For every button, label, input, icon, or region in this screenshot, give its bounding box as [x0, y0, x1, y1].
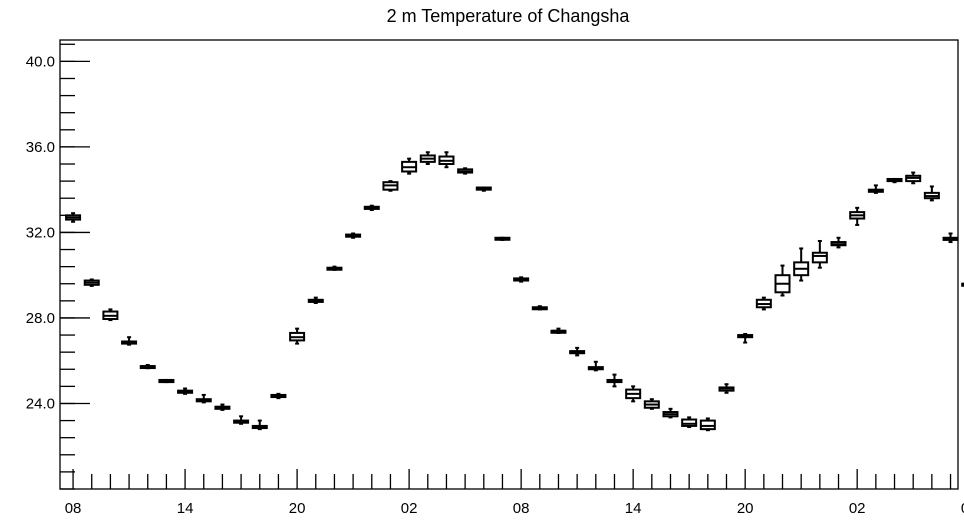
- box-plot: [326, 265, 343, 271]
- iqr-box: [681, 418, 698, 427]
- box-plot: [625, 385, 642, 403]
- box-plot: [811, 239, 828, 269]
- box-plot: [289, 327, 306, 345]
- box-plot: [531, 305, 548, 311]
- box-plot: [475, 186, 492, 192]
- box-plot: [345, 232, 362, 239]
- box-plot: [867, 184, 884, 194]
- y-tick-label: 28.0: [26, 310, 55, 327]
- box-plot: [569, 346, 586, 357]
- x-tick-label: 20: [289, 500, 306, 517]
- box-plot: [718, 383, 735, 394]
- box-plot: [438, 151, 455, 169]
- box-plot: [774, 264, 791, 297]
- box-plot: [961, 282, 964, 287]
- x-tick-label: 02: [401, 500, 418, 517]
- y-tick-label: 40.0: [26, 53, 55, 70]
- box-plot: [233, 415, 250, 425]
- box-plot: [457, 167, 474, 175]
- chart-title: 2 m Temperature of Changsha: [387, 6, 631, 26]
- x-tick-label: 14: [625, 500, 642, 517]
- box-plot: [363, 204, 380, 211]
- box-plot: [214, 403, 231, 411]
- box-plot: [662, 407, 679, 419]
- x-tick-label: 08: [961, 500, 964, 517]
- box-plot: [849, 206, 866, 226]
- axis-ticks: [60, 43, 952, 490]
- box-plot: [755, 296, 772, 311]
- x-tick-label: 02: [849, 500, 866, 517]
- box-plot: [830, 236, 847, 249]
- x-tick-label: 08: [513, 500, 530, 517]
- box-plot: [643, 398, 660, 410]
- box-plot: [65, 212, 82, 223]
- box-plot: [793, 247, 810, 282]
- box-plot: [139, 363, 156, 370]
- box-plot: [307, 296, 324, 304]
- y-axis-labels: 24.0 28.0 32.0 36.0 40.0: [26, 53, 55, 412]
- x-tick-label: 20: [737, 500, 754, 517]
- box-plot: [737, 332, 754, 344]
- y-tick-label: 24.0: [26, 395, 55, 412]
- box-plot: [550, 327, 567, 334]
- box-plot: [158, 378, 175, 384]
- box-plot: [419, 151, 436, 166]
- box-series: [65, 151, 964, 432]
- iqr-box: [811, 251, 828, 264]
- box-plot: [251, 419, 268, 431]
- y-tick-label: 36.0: [26, 139, 55, 156]
- x-tick-label: 08: [65, 500, 82, 517]
- box-plot: [587, 360, 604, 372]
- box-plot: [494, 236, 511, 241]
- box-plot: [401, 157, 418, 175]
- box-plot: [606, 373, 623, 388]
- box-plot: [121, 336, 138, 346]
- plot-frame: [59, 39, 959, 490]
- box-plot: [382, 180, 399, 192]
- box-plot: [886, 177, 903, 184]
- x-axis-labels: 08 14 20 02 08 14 20 02 08: [65, 500, 964, 517]
- iqr-box: [699, 419, 716, 431]
- box-plot: [102, 308, 119, 322]
- box-plot: [83, 278, 100, 287]
- box-plot: [905, 171, 922, 185]
- box-plot: [177, 387, 194, 395]
- box-plot: [681, 416, 698, 428]
- box-plot: [195, 393, 212, 404]
- box-plot: [270, 392, 287, 400]
- box-plot: [923, 185, 940, 202]
- box-plot: [942, 232, 959, 244]
- box-plot: [699, 417, 716, 432]
- box-plot: [513, 276, 530, 283]
- y-tick-label: 32.0: [26, 224, 55, 241]
- x-tick-label: 14: [177, 500, 194, 517]
